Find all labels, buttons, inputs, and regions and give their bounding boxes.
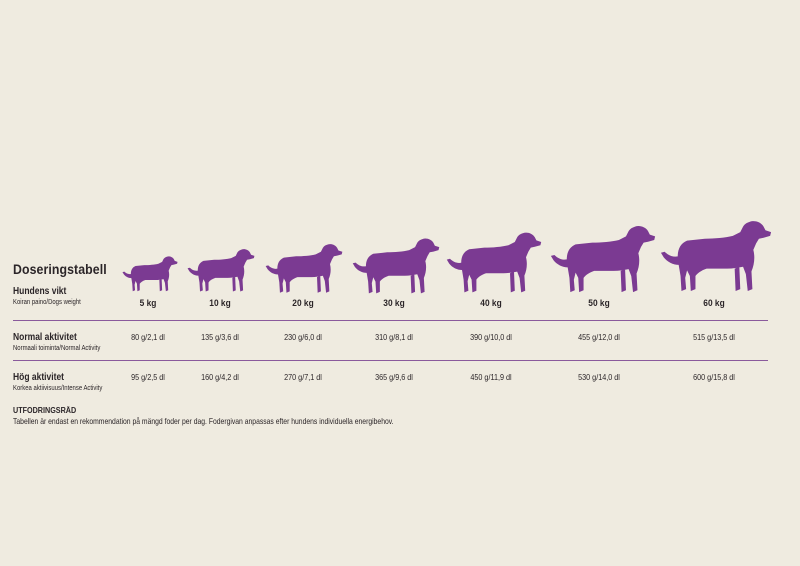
dog-silhouette-icon bbox=[660, 214, 772, 297]
weight-value: 30 kg bbox=[383, 298, 405, 309]
page-title: Doseringstabell bbox=[13, 261, 107, 277]
normal-activity-label: Normal aktivitet bbox=[13, 332, 77, 343]
high-activity-value: 600 g/15,8 dl bbox=[693, 372, 735, 382]
dog-silhouette-icon bbox=[265, 240, 343, 296]
normal-activity-value: 230 g/6,0 dl bbox=[284, 332, 322, 342]
weight-value: 5 kg bbox=[139, 298, 157, 309]
high-activity-value: 160 g/4,2 dl bbox=[201, 372, 239, 382]
high-activity-value: 95 g/2,5 dl bbox=[131, 372, 165, 382]
normal-activity-value: 455 g/12,0 dl bbox=[578, 332, 620, 342]
high-row-label: Hög aktivitet Korkea aktiivisuus/Intense… bbox=[13, 372, 102, 393]
normal-activity-sublabel: Normaali toiminta/Normal Activity bbox=[13, 345, 101, 352]
normal-row-label: Normal aktivitet Normaali toiminta/Norma… bbox=[13, 332, 100, 353]
weight-value: 20 kg bbox=[292, 298, 314, 309]
normal-activity-value: 390 g/10,0 dl bbox=[470, 332, 512, 342]
weight-sublabel: Koiran paino/Dogs weight bbox=[13, 299, 81, 306]
dog-silhouette-icon bbox=[122, 251, 178, 296]
normal-activity-value: 80 g/2,1 dl bbox=[131, 332, 165, 342]
weight-value: 50 kg bbox=[588, 298, 610, 309]
high-activity-label: Hög aktivitet bbox=[13, 372, 65, 383]
divider bbox=[13, 320, 768, 321]
feeding-advice-title: UTFODRINGSRÅD bbox=[13, 406, 77, 415]
weight-value: 60 kg bbox=[703, 298, 725, 309]
weight-value: 10 kg bbox=[209, 298, 231, 309]
dog-silhouette-icon bbox=[446, 227, 542, 297]
normal-activity-value: 310 g/8,1 dl bbox=[375, 332, 413, 342]
divider bbox=[13, 360, 768, 361]
dog-silhouette-icon bbox=[187, 244, 255, 296]
weight-label: Hundens vikt bbox=[13, 286, 67, 297]
normal-activity-value: 515 g/13,5 dl bbox=[693, 332, 735, 342]
feeding-advice-text: Tabellen är endast en rekommendation på … bbox=[13, 416, 394, 426]
high-activity-value: 270 g/7,1 dl bbox=[284, 372, 322, 382]
high-activity-sublabel: Korkea aktiivisuus/Intense Activity bbox=[13, 385, 103, 392]
weight-row-label: Hundens vikt Koiran paino/Dogs weight bbox=[13, 286, 81, 307]
dog-silhouette-icon bbox=[352, 234, 440, 297]
high-activity-value: 530 g/14,0 dl bbox=[578, 372, 620, 382]
high-activity-value: 450 g/11,9 dl bbox=[470, 372, 512, 382]
dog-silhouette-icon bbox=[550, 220, 656, 297]
weight-value: 40 kg bbox=[480, 298, 502, 309]
high-activity-value: 365 g/9,6 dl bbox=[375, 372, 413, 382]
normal-activity-value: 135 g/3,6 dl bbox=[201, 332, 239, 342]
